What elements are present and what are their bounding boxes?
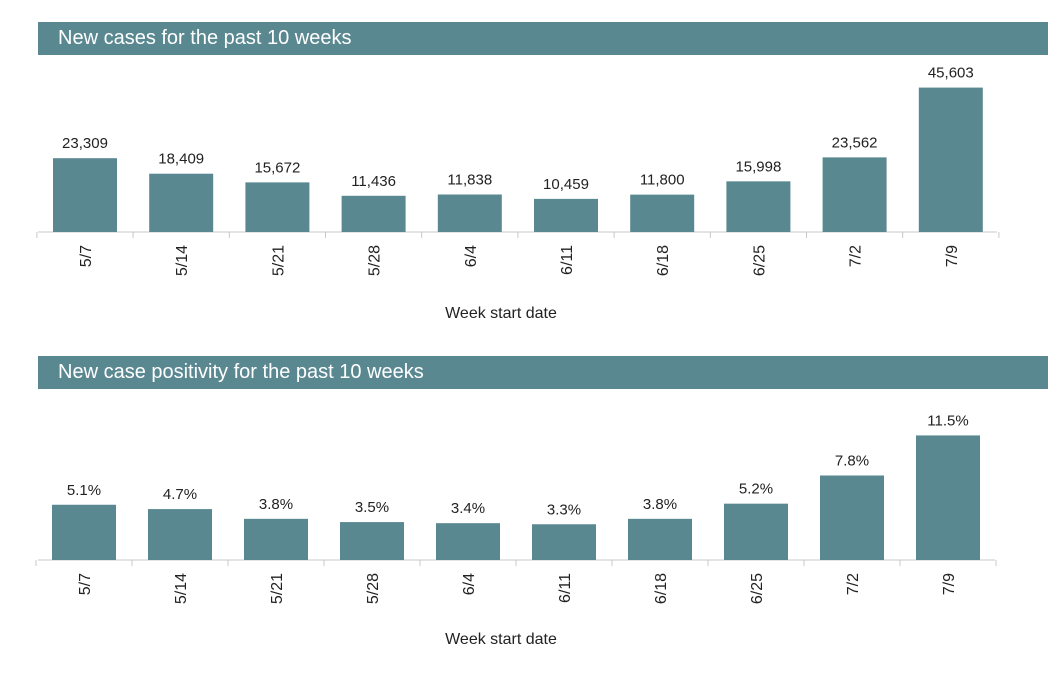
positivity-value-label: 3.8% (259, 496, 293, 513)
positivity-tick-label: 7/9 (941, 573, 958, 595)
positivity-tick-label: 6/25 (749, 573, 766, 604)
positivity-value-label: 11.5% (927, 412, 968, 429)
cases-tick-label: 6/18 (655, 245, 672, 276)
positivity-value-label: 5.1% (67, 482, 101, 499)
new-cases-panel: 23,309 5/7 18,409 5/14 15,672 5/21 11,436 5/28 1… (0, 0, 1060, 335)
cases-value-label: 11,800 (640, 172, 685, 189)
positivity-chart: 5.1% 5/7 4.7% 5/14 3.8% 5/21 3.5% 5/28 3.4% 6/4 3.… (35, 412, 997, 648)
cases-bar (53, 158, 117, 232)
positivity-panel: 5.1% 5/7 4.7% 5/14 3.8% 5/21 3.5% 5/28 3.4% 6/4 3.… (0, 335, 1060, 678)
cases-value-label: 23,562 (832, 134, 878, 151)
cases-tick-label: 5/28 (367, 245, 384, 276)
positivity-tick-label: 5/7 (77, 573, 94, 595)
cases-bar (534, 198, 598, 232)
cases-value-label: 18,409 (158, 151, 204, 168)
cases-tick-label: 7/2 (848, 245, 865, 267)
positivity-bar (52, 504, 116, 560)
cases-bar (341, 195, 406, 232)
positivity-tick-label: 5/28 (365, 573, 382, 604)
positivity-value-label: 4.7% (163, 486, 197, 503)
cases-value-label: 23,309 (62, 135, 108, 152)
positivity-bar (148, 509, 212, 560)
cases-value-label: 11,436 (351, 173, 396, 190)
positivity-value-label: 7.8% (835, 453, 869, 470)
cases-value-label: 10,459 (543, 176, 589, 193)
cases-value-label: 15,672 (254, 159, 300, 176)
cases-x-axis-label: Week start date (445, 305, 557, 322)
positivity-tick-label: 6/4 (461, 573, 478, 595)
cases-tick-label: 7/9 (944, 245, 961, 267)
cases-bar (245, 182, 310, 232)
positivity-tick-label: 6/18 (653, 573, 670, 604)
cases-bar (822, 157, 887, 232)
new-cases-chart: 23,309 5/7 18,409 5/14 15,672 5/21 11,436 5/28 1… (36, 65, 1000, 322)
cases-value-label: 45,603 (928, 65, 974, 82)
cases-tick-label: 6/11 (559, 245, 576, 275)
cases-bar (726, 181, 791, 232)
positivity-bar (820, 475, 884, 560)
positivity-bar (436, 523, 500, 560)
positivity-bar (532, 524, 596, 560)
positivity-value-label: 3.8% (643, 496, 677, 513)
positivity-bar (628, 518, 692, 560)
positivity-tick-label: 5/14 (173, 573, 190, 604)
cases-bar (149, 173, 214, 232)
positivity-value-label: 3.5% (355, 499, 389, 516)
positivity-bar (916, 435, 980, 560)
cases-bar (630, 194, 695, 232)
cases-tick-label: 6/4 (463, 245, 480, 267)
positivity-title: New case positivity for the past 10 week… (38, 356, 1048, 389)
positivity-tick-label: 6/11 (557, 573, 574, 603)
new-cases-title: New cases for the past 10 weeks (38, 22, 1048, 55)
cases-value-label: 15,998 (735, 158, 781, 175)
cases-tick-label: 5/14 (174, 245, 191, 276)
positivity-x-axis-label: Week start date (445, 631, 557, 648)
positivity-value-label: 3.3% (547, 501, 581, 518)
positivity-tick-label: 5/21 (269, 573, 286, 604)
positivity-value-label: 5.2% (739, 481, 773, 498)
positivity-bar (244, 518, 308, 560)
cases-tick-label: 5/7 (78, 245, 95, 267)
cases-bar (918, 87, 983, 232)
positivity-value-label: 3.4% (451, 500, 485, 517)
cases-tick-label: 6/25 (751, 245, 768, 276)
cases-tick-label: 5/21 (270, 245, 287, 276)
cases-value-label: 11,838 (447, 172, 492, 189)
positivity-bar (340, 522, 404, 560)
cases-bar (437, 194, 502, 232)
positivity-bar (724, 503, 788, 560)
positivity-tick-label: 7/2 (845, 573, 862, 595)
